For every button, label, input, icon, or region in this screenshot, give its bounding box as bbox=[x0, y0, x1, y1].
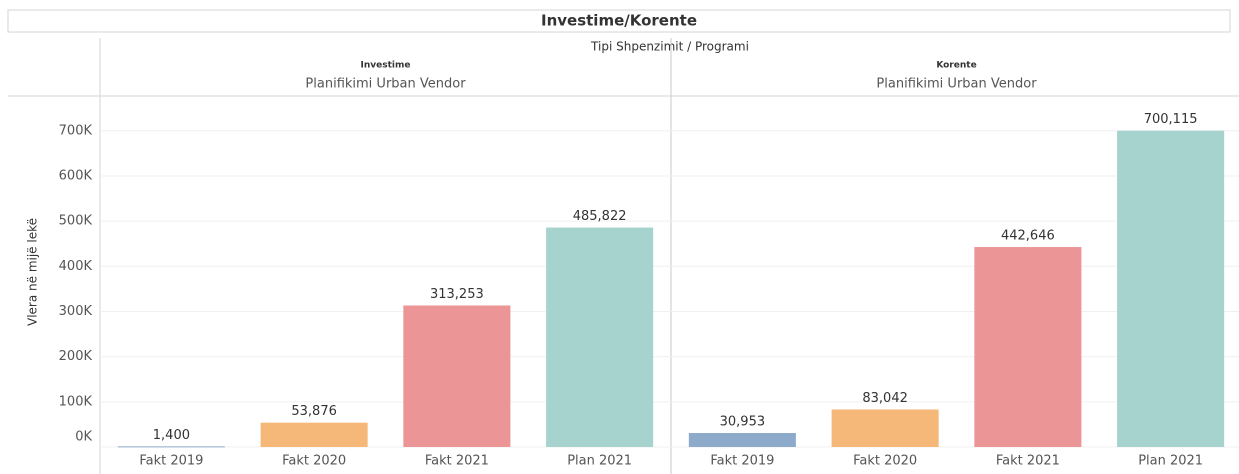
bar bbox=[260, 422, 368, 447]
bar bbox=[403, 305, 511, 447]
data-label: 30,953 bbox=[720, 415, 766, 430]
chart-subtitle: Tipi Shpenzimit / Programi bbox=[590, 40, 749, 54]
bar bbox=[117, 446, 225, 448]
y-tick-label: 500K bbox=[59, 214, 93, 229]
panel-header: Korente bbox=[936, 61, 976, 71]
y-axis-label: Vlera në mijë lekë bbox=[26, 218, 40, 326]
bar bbox=[546, 227, 654, 447]
x-tick-label: Fakt 2020 bbox=[282, 454, 346, 469]
data-label: 313,253 bbox=[430, 287, 484, 302]
bar bbox=[688, 433, 796, 447]
data-label: 485,822 bbox=[573, 209, 627, 224]
y-tick-label: 600K bbox=[59, 168, 93, 183]
y-tick-label: 700K bbox=[59, 123, 93, 138]
title-box bbox=[7, 9, 1231, 33]
y-tick-label: 300K bbox=[59, 304, 93, 319]
panel-subheader: Planifikimi Urban Vendor bbox=[876, 77, 1037, 92]
x-tick-label: Plan 2021 bbox=[1138, 454, 1203, 469]
panel-header: Investime bbox=[361, 61, 411, 71]
x-tick-label: Fakt 2019 bbox=[139, 454, 203, 469]
x-tick-label: Plan 2021 bbox=[567, 454, 632, 469]
x-tick-label: Fakt 2021 bbox=[425, 454, 489, 469]
y-tick-label: 0K bbox=[75, 430, 92, 445]
chart-title: Investime/Korente bbox=[541, 12, 697, 30]
bar bbox=[974, 247, 1082, 447]
data-label: 1,400 bbox=[153, 428, 190, 443]
data-label: 53,876 bbox=[291, 404, 337, 419]
data-label: 700,115 bbox=[1144, 112, 1198, 127]
data-label: 442,646 bbox=[1001, 229, 1055, 244]
x-tick-label: Fakt 2020 bbox=[853, 454, 917, 469]
y-tick-label: 400K bbox=[59, 259, 93, 274]
bar bbox=[831, 409, 939, 447]
x-tick-label: Fakt 2019 bbox=[710, 454, 774, 469]
panel-subheader: Planifikimi Urban Vendor bbox=[305, 77, 466, 92]
data-label: 83,042 bbox=[862, 391, 908, 406]
bar bbox=[1117, 130, 1225, 448]
x-tick-label: Fakt 2021 bbox=[996, 454, 1060, 469]
y-tick-label: 200K bbox=[59, 349, 93, 364]
y-tick-label: 100K bbox=[59, 394, 93, 409]
